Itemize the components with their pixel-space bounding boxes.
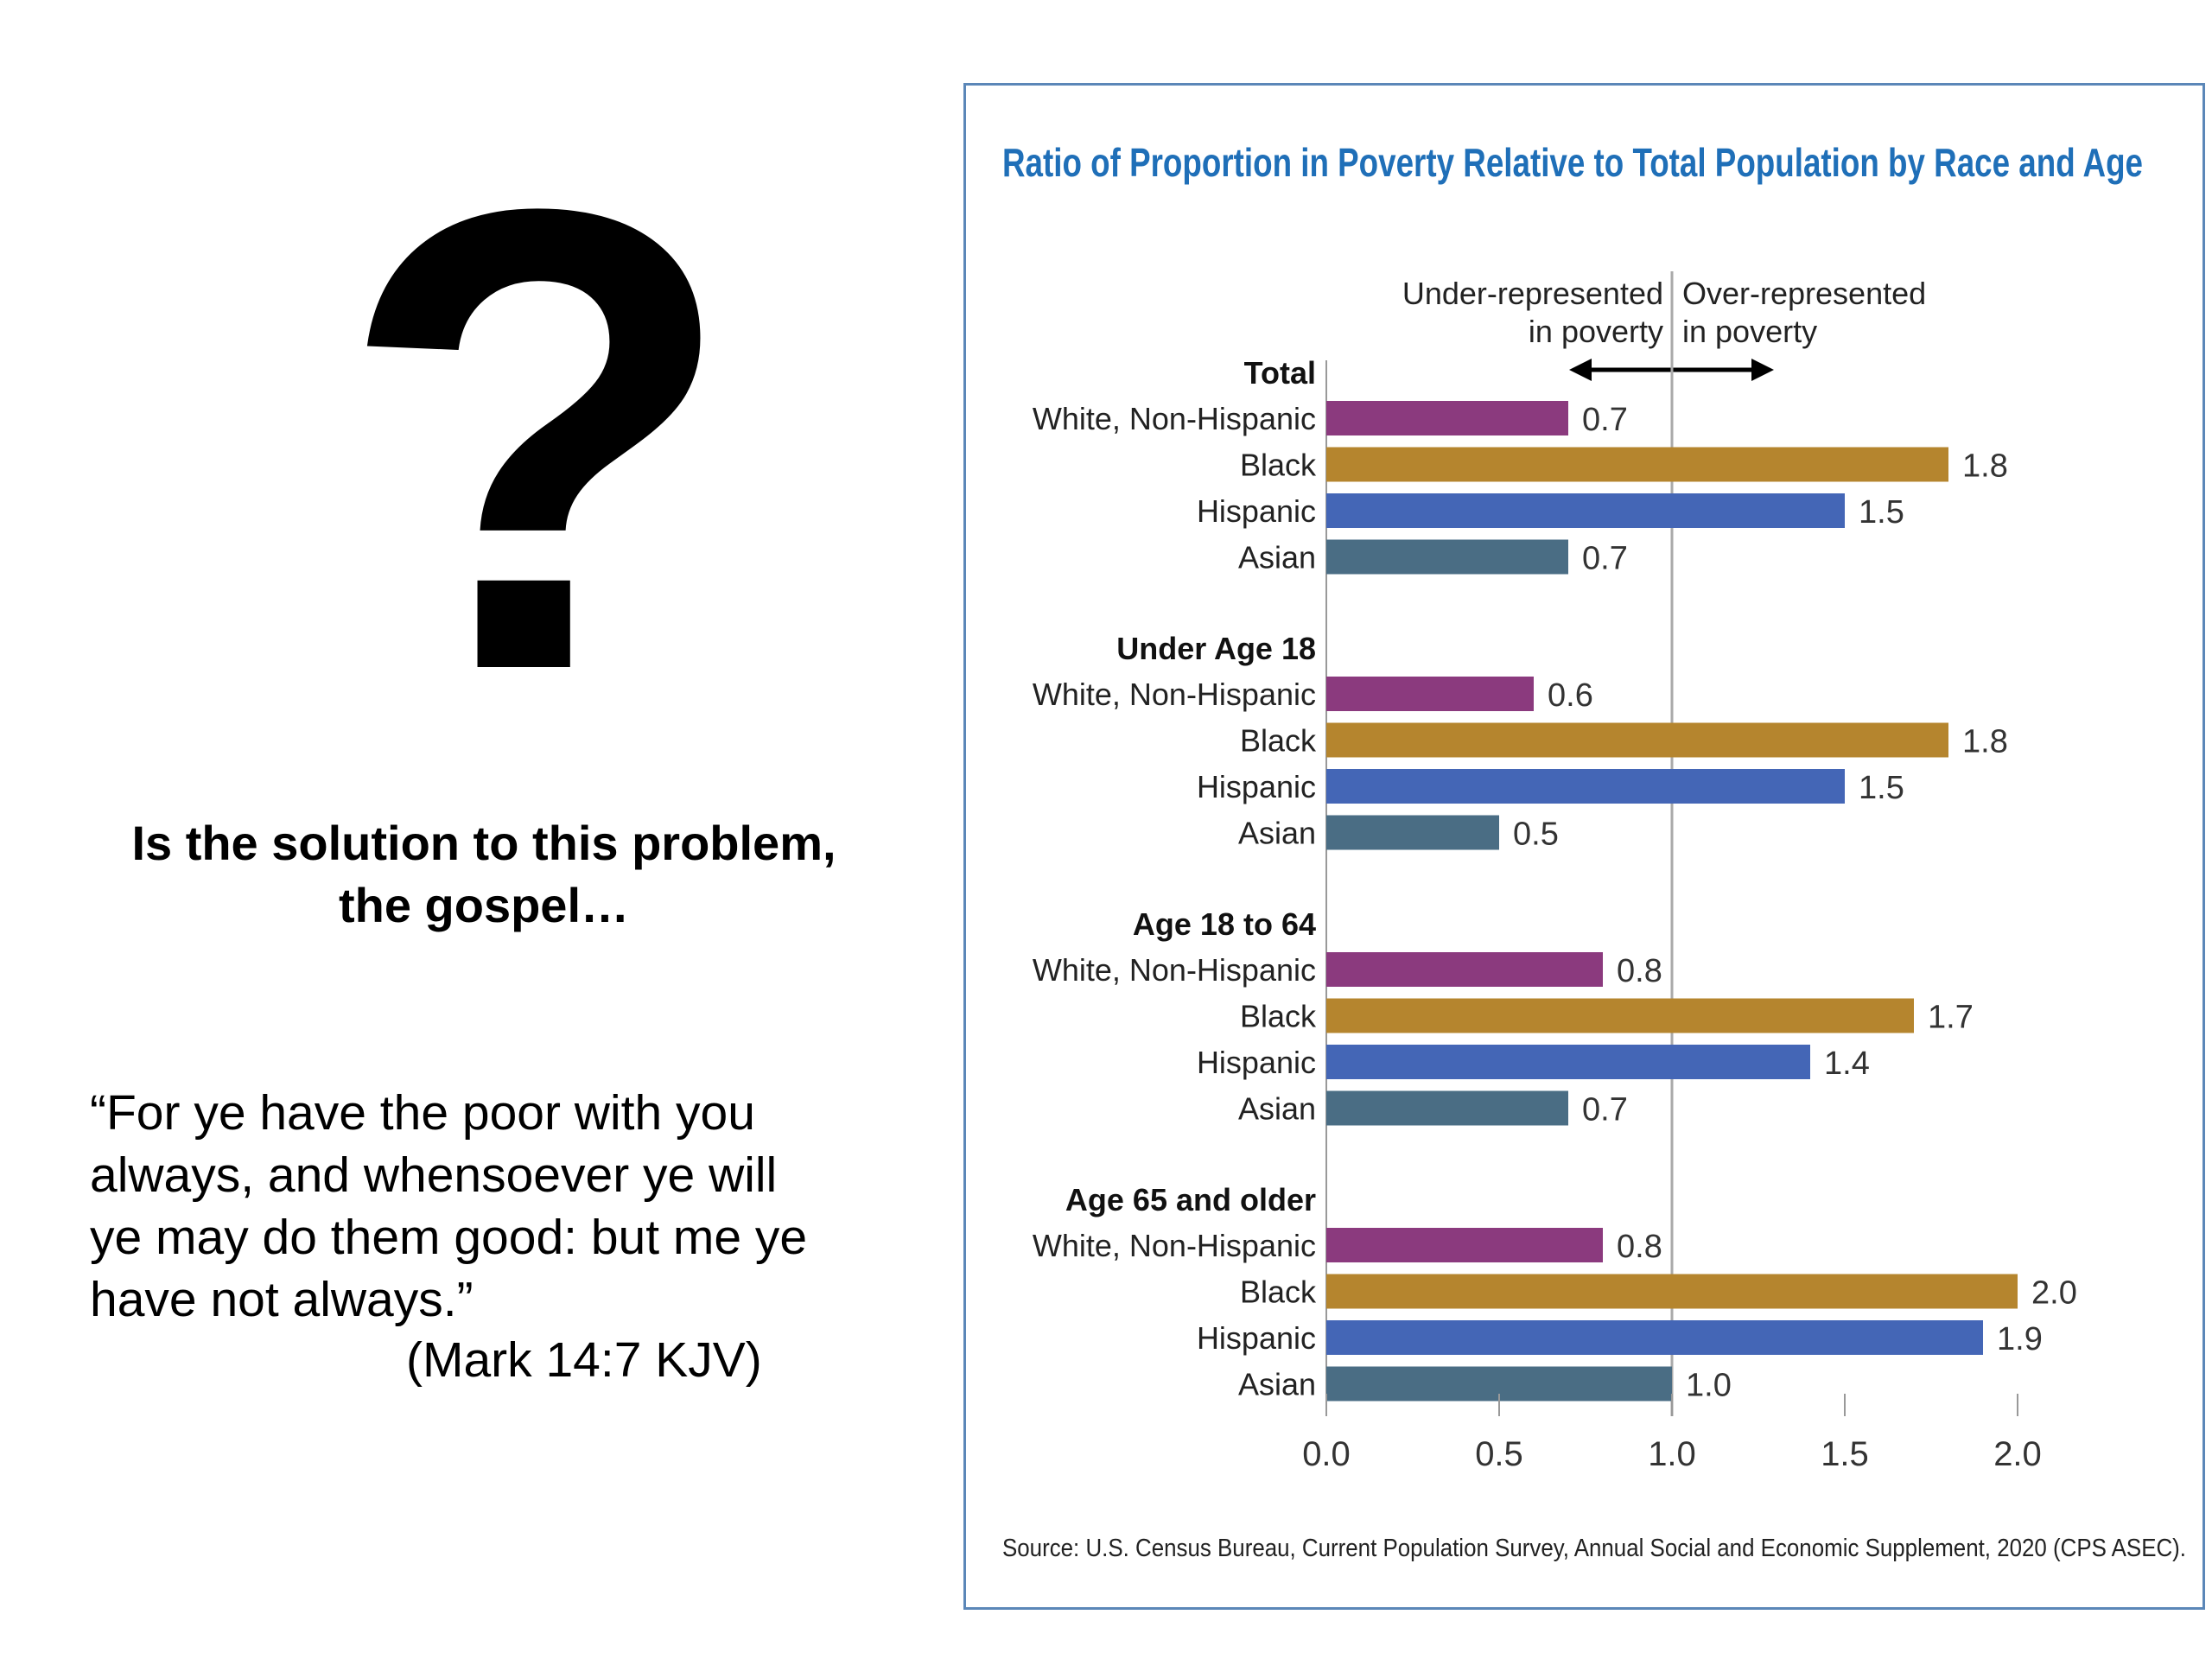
- annotation-over-line-1: Over-represented: [1682, 276, 1926, 311]
- question-line-1: Is the solution to this problem,: [131, 816, 836, 870]
- data-label: 1.8: [1962, 448, 2008, 485]
- data-label: 1.5: [1859, 770, 1904, 806]
- quote-line: “For ye have the poor with you: [90, 1085, 755, 1141]
- bar: [1326, 1274, 2018, 1309]
- category-label: White, Non-Hispanic: [1033, 952, 1316, 988]
- scripture-citation: (Mark 14:7 KJV): [406, 1332, 762, 1388]
- chart-title: Ratio of Proportion in Poverty Relative …: [1002, 140, 2143, 185]
- category-label: White, Non-Hispanic: [1033, 1228, 1316, 1263]
- bar: [1326, 1045, 1810, 1079]
- data-label: 0.7: [1582, 541, 1628, 577]
- bar: [1326, 447, 1948, 482]
- bar: [1326, 998, 1914, 1033]
- x-tick-label: 1.5: [1821, 1435, 1869, 1473]
- bar: [1326, 952, 1603, 987]
- x-tick-label: 2.0: [1993, 1435, 2042, 1473]
- annotation-under-line-1: Under-represented: [1402, 276, 1663, 311]
- category-label: Asian: [1238, 1091, 1316, 1127]
- category-label: White, Non-Hispanic: [1033, 401, 1316, 436]
- source-note: Source: U.S. Census Bureau, Current Popu…: [1002, 1535, 2186, 1562]
- arrow-head-left: [1569, 359, 1592, 381]
- question-text: Is the solution to this problem, the gos…: [52, 812, 916, 937]
- bar: [1326, 493, 1845, 528]
- category-label: Black: [1240, 448, 1317, 483]
- category-label: Asian: [1238, 540, 1316, 575]
- arrow-head-right: [1751, 359, 1774, 381]
- category-label: Black: [1240, 999, 1317, 1034]
- bar: [1326, 769, 1845, 804]
- x-tick-label: 0.0: [1302, 1435, 1351, 1473]
- group-label: Age 18 to 64: [1133, 906, 1316, 942]
- group-label: Age 65 and older: [1065, 1182, 1316, 1217]
- group-label: Under Age 18: [1116, 631, 1316, 666]
- category-label: Asian: [1238, 1367, 1316, 1402]
- x-tick-label: 0.5: [1475, 1435, 1523, 1473]
- bar: [1326, 677, 1534, 711]
- quote-line: ye may do them good: but me ye: [90, 1210, 808, 1265]
- category-label: Hispanic: [1197, 769, 1316, 804]
- data-label: 1.7: [1928, 1000, 1974, 1036]
- bar: [1326, 1320, 1983, 1355]
- bar: [1326, 1228, 1603, 1262]
- data-label: 0.8: [1617, 1229, 1662, 1265]
- category-label: Black: [1240, 1274, 1317, 1310]
- category-label: Hispanic: [1197, 1045, 1316, 1080]
- category-label: Asian: [1238, 816, 1316, 851]
- data-label: 0.7: [1582, 1092, 1628, 1128]
- bar: [1326, 539, 1568, 575]
- quote-line: always, and whensoever ye will: [90, 1147, 778, 1203]
- data-label: 0.7: [1582, 402, 1628, 438]
- category-label: Hispanic: [1197, 493, 1316, 529]
- group-label: Total: [1244, 355, 1316, 391]
- chart-panel: Ratio of Proportion in Poverty Relative …: [963, 83, 2205, 1610]
- data-label: 0.5: [1513, 817, 1559, 853]
- data-label: 1.4: [1824, 1046, 1870, 1082]
- bar: [1326, 722, 1948, 758]
- scripture-quote: “For ye have the poor with you always, a…: [90, 1082, 919, 1331]
- data-label: 0.6: [1548, 677, 1593, 714]
- poverty-ratio-chart: Ratio of Proportion in Poverty Relative …: [1002, 140, 2186, 1562]
- category-label: Black: [1240, 723, 1317, 759]
- annotation-under-line-2: in poverty: [1529, 314, 1663, 349]
- data-label: 1.9: [1997, 1321, 2043, 1357]
- data-label: 2.0: [2031, 1275, 2077, 1312]
- bar: [1326, 401, 1568, 435]
- bar: [1326, 815, 1499, 850]
- data-label: 1.5: [1859, 494, 1904, 531]
- data-label: 1.0: [1686, 1368, 1732, 1404]
- category-label: White, Non-Hispanic: [1033, 677, 1316, 712]
- data-label: 0.8: [1617, 953, 1662, 989]
- bar: [1326, 1090, 1568, 1126]
- question-line-2: the gospel…: [338, 878, 630, 932]
- question-mark: ?: [337, 73, 739, 807]
- x-tick-label: 1.0: [1648, 1435, 1696, 1473]
- data-label: 1.8: [1962, 724, 2008, 760]
- quote-line: have not always.”: [90, 1272, 474, 1327]
- category-label: Hispanic: [1197, 1320, 1316, 1356]
- annotation-over-line-2: in poverty: [1682, 314, 1817, 349]
